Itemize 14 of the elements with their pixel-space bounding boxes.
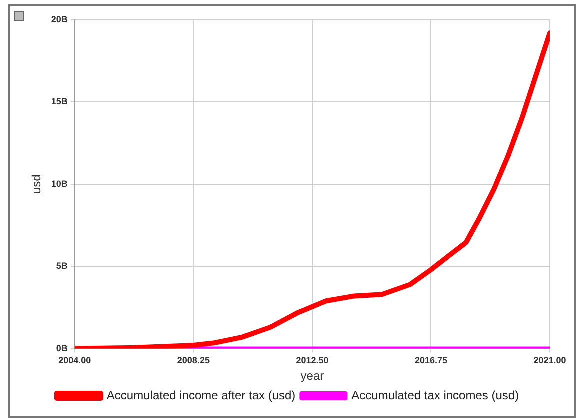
y-axis-title: usd xyxy=(30,174,44,194)
y-tick-label: 0B xyxy=(56,343,68,354)
x-axis-title: year xyxy=(300,369,324,384)
y-tick-label: 15B xyxy=(51,96,68,107)
y-tick-label: 20B xyxy=(51,14,68,24)
x-tick-label: 2016.75 xyxy=(414,356,448,366)
legend-label: Accumulated income after tax (usd) xyxy=(106,388,296,402)
y-tick-label: 5B xyxy=(56,261,68,272)
y-tick-label: 10B xyxy=(51,178,68,189)
x-tick-label: 2008.25 xyxy=(177,356,210,366)
legend-label: Accumulated tax incomes (usd) xyxy=(352,388,520,402)
x-tick-label: 2004.00 xyxy=(58,356,92,366)
x-tick-label: 2021.00 xyxy=(534,356,566,366)
x-tick-label: 2012.50 xyxy=(296,356,329,366)
